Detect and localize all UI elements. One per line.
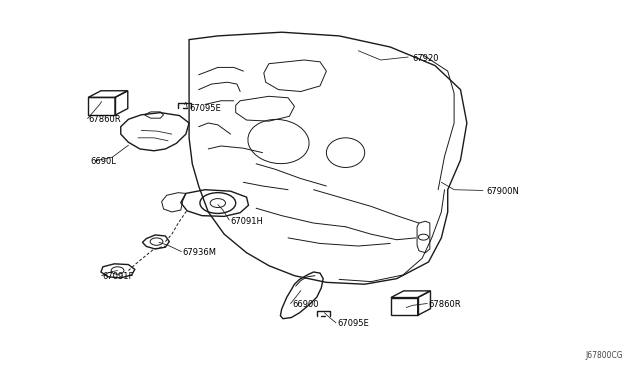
Text: 67936M: 67936M: [182, 248, 217, 257]
Text: 67095E: 67095E: [189, 104, 221, 113]
Text: 67920: 67920: [413, 54, 439, 62]
Text: 67860R: 67860R: [89, 115, 122, 124]
Text: 67095E: 67095E: [337, 320, 369, 328]
Text: 67091F: 67091F: [103, 272, 134, 281]
Text: 6690L: 6690L: [90, 157, 116, 166]
Text: 66900: 66900: [292, 300, 319, 309]
Text: J67800CG: J67800CG: [586, 351, 623, 360]
Text: 67860R: 67860R: [429, 300, 461, 309]
Text: 67900N: 67900N: [486, 187, 519, 196]
Text: 67091H: 67091H: [230, 217, 264, 226]
